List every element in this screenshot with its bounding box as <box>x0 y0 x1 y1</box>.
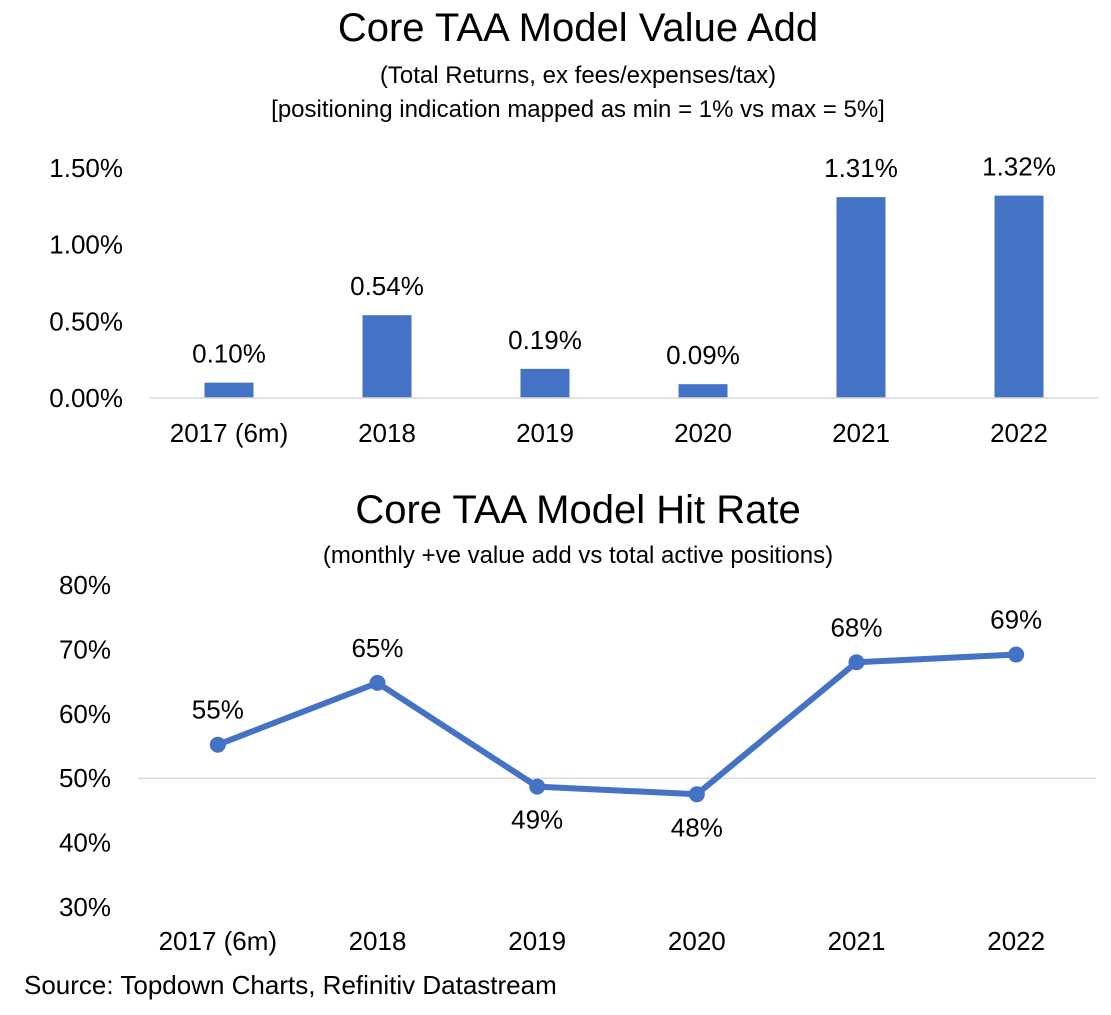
line-y-tick-label: 70% <box>59 634 111 664</box>
bar <box>520 368 570 398</box>
bar-y-tick-label: 1.00% <box>49 230 123 260</box>
line-y-tick-label: 80% <box>59 570 111 600</box>
bar-chart-subtitle-1: (Total Returns, ex fees/expenses/tax) <box>379 62 777 89</box>
bar-data-label: 1.31% <box>824 153 898 183</box>
hit-rate-data-label: 68% <box>830 612 882 642</box>
hit-rate-data-label: 69% <box>990 605 1042 635</box>
bar-x-tick-label: 2021 <box>832 418 890 448</box>
bar-data-label: 0.09% <box>666 340 740 370</box>
bar-x-tick-label: 2020 <box>674 418 732 448</box>
bar-chart-title: Core TAA Model Value Add <box>337 6 819 50</box>
bar <box>362 315 412 398</box>
hit-rate-point <box>529 778 546 795</box>
hit-rate-data-label: 48% <box>671 812 723 842</box>
bar-y-tick-label: 0.00% <box>49 383 123 413</box>
hit-rate-data-label: 65% <box>351 633 403 663</box>
bar-chart-subtitle-2: [positioning indication mapped as min = … <box>271 96 885 123</box>
bar-data-label: 0.54% <box>350 271 424 301</box>
bar <box>204 382 254 398</box>
line-y-tick-label: 60% <box>59 699 111 729</box>
bar-data-label: 1.32% <box>982 152 1056 182</box>
hit-rate-data-label: 55% <box>192 695 244 725</box>
hit-rate-point <box>688 786 705 803</box>
line-chart-subtitle: (monthly +ve value add vs total active p… <box>322 542 834 569</box>
hit-rate-series-line <box>216 651 1017 798</box>
bar-data-label: 0.10% <box>192 339 266 369</box>
hit-rate-data-label: 49% <box>511 805 563 835</box>
line-x-tick-label: 2018 <box>349 926 407 956</box>
bar <box>678 384 728 398</box>
hit-rate-point <box>369 674 386 691</box>
line-y-tick-label: 40% <box>59 828 111 858</box>
hit-rate-point <box>209 736 226 753</box>
line-y-tick-label: 50% <box>59 763 111 793</box>
bar <box>994 195 1044 398</box>
line-x-tick-label: 2019 <box>508 926 566 956</box>
bar-y-tick-label: 0.50% <box>49 306 123 336</box>
line-y-tick-label: 30% <box>59 892 111 922</box>
bar-x-tick-label: 2022 <box>990 418 1048 448</box>
line-x-tick-label: 2020 <box>668 926 726 956</box>
bar-data-label: 0.19% <box>508 325 582 355</box>
bar-y-tick-label: 1.50% <box>49 153 123 183</box>
bar-x-tick-label: 2018 <box>358 418 416 448</box>
hit-rate-point <box>848 654 865 671</box>
line-x-tick-label: 2021 <box>828 926 886 956</box>
source-note: Source: Topdown Charts, Refinitiv Datast… <box>24 970 557 1000</box>
line-chart-title: Core TAA Model Hit Rate <box>355 488 801 532</box>
line-x-tick-label: 2017 (6m) <box>159 926 278 956</box>
hit-rate-point <box>1008 646 1025 663</box>
bar-x-tick-label: 2019 <box>516 418 574 448</box>
bar-x-tick-label: 2017 (6m) <box>170 418 289 448</box>
bar <box>836 197 886 398</box>
line-x-tick-label: 2022 <box>987 926 1045 956</box>
